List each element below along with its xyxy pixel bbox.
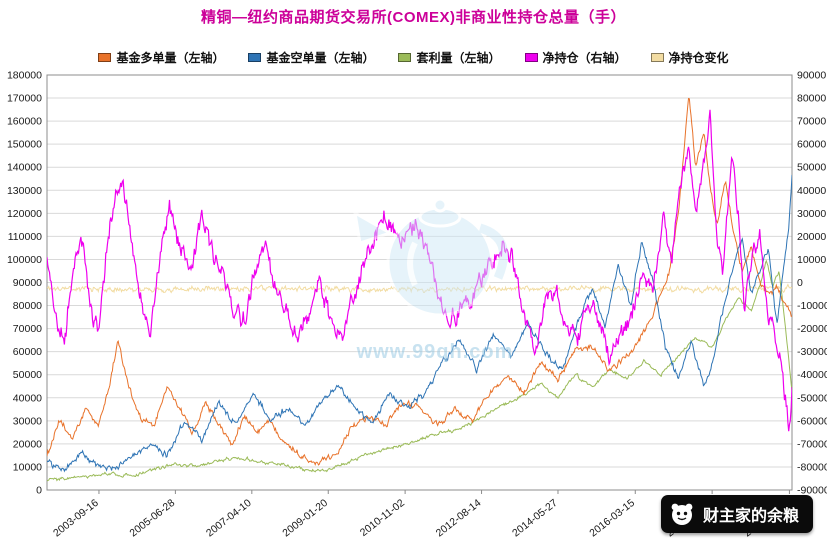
fund-short-line xyxy=(47,174,792,473)
site-badge-text: 财主家的余粮 xyxy=(702,508,799,525)
series-lines xyxy=(47,97,792,482)
legend-item-spread: 套利量（左轴） xyxy=(398,49,501,66)
net-position-line xyxy=(47,109,792,432)
y-axis-left-label: 180000 xyxy=(7,70,42,82)
y-axis-left-label: 170000 xyxy=(7,93,42,105)
y-axis-right-label: 60000 xyxy=(797,139,826,151)
y-axis-right-label: -70000 xyxy=(797,438,827,450)
net-change-swatch xyxy=(650,53,664,62)
chart-title: 精铜—纽约商品期货交易所(COMEX)非商业性持仓总量（手） xyxy=(201,9,626,26)
site-badge: 财主家的余粮 xyxy=(660,495,813,533)
legend-label: 套利量（左轴） xyxy=(416,51,501,65)
spread-line xyxy=(47,259,792,482)
y-axis-right-label: 30000 xyxy=(797,208,826,220)
y-axis-left-label: 10000 xyxy=(13,461,42,473)
x-axis-label: 2010-11-02 xyxy=(358,497,407,539)
y-axis-left-label: 40000 xyxy=(13,392,42,404)
y-axis-left-label: 60000 xyxy=(13,346,42,358)
y-axis-right-label: -10000 xyxy=(797,300,827,312)
x-axis-label: 2012-08-14 xyxy=(434,497,484,540)
y-axis-left-label: 160000 xyxy=(7,116,42,128)
y-axis-right-label: 40000 xyxy=(797,185,826,197)
y-axis-left-label: 50000 xyxy=(13,369,42,381)
y-axis-right-label: 20000 xyxy=(797,231,826,243)
legend-label: 基金空单量（左轴） xyxy=(266,51,375,65)
legend-label: 净持仓（右轴） xyxy=(542,51,627,65)
x-axis-label: 2014-05-27 xyxy=(510,497,560,540)
y-axis-right-labels: -90000 -80000 -70000 -60000 -50000 -40000 -300… xyxy=(797,70,827,497)
y-axis-right-label: 50000 xyxy=(797,162,826,174)
y-axis-left-label: 90000 xyxy=(13,277,42,289)
y-axis-left-label: 0 xyxy=(36,485,42,497)
x-axis-label: 2016-03-15 xyxy=(587,497,637,540)
y-axis-left-label: 130000 xyxy=(7,185,42,197)
y-axis-right-label: 90000 xyxy=(797,70,826,82)
y-axis-left-label: 100000 xyxy=(7,254,42,266)
x-axis-label: 2007-04-10 xyxy=(204,497,254,540)
y-axis-right-label: -90000 xyxy=(797,485,827,497)
y-axis-right-label: -40000 xyxy=(797,369,827,381)
fund-short-swatch xyxy=(248,53,262,62)
y-axis-right-label: -20000 xyxy=(797,323,827,335)
x-axis-label: 2009-01-20 xyxy=(280,497,330,540)
net-change-line xyxy=(47,283,792,294)
y-axis-right-label: 0 xyxy=(797,277,803,289)
y-axis-right-label: -60000 xyxy=(797,415,827,427)
x-axis-label: 2005-06-28 xyxy=(128,497,178,540)
y-axis-left-labels: 0 10000 20000 30000 40000 50000 60000 70000 8000… xyxy=(7,70,42,497)
y-axis-left-label: 150000 xyxy=(7,139,42,151)
net-position-swatch xyxy=(524,53,538,62)
y-axis-left-label: 110000 xyxy=(8,231,42,243)
plot-border xyxy=(46,74,793,491)
y-axis-left-label: 140000 xyxy=(7,162,42,174)
y-axis-left-label: 120000 xyxy=(7,208,42,220)
y-axis-right-label: -30000 xyxy=(797,346,827,358)
y-axis-right-label: -50000 xyxy=(797,392,827,404)
y-axis-left-label: 80000 xyxy=(13,300,42,312)
legend-item-net-position: 净持仓（右轴） xyxy=(524,49,627,66)
y-axis-right-label: 80000 xyxy=(797,93,826,105)
legend-item-fund-short: 基金空单量（左轴） xyxy=(248,49,374,66)
y-axis-right-label: 10000 xyxy=(797,254,826,266)
panda-logo-icon xyxy=(671,503,693,525)
legend-item-fund-long: 基金多单量（左轴） xyxy=(98,49,224,66)
x-axis-label: 2003-09-16 xyxy=(51,497,101,540)
chart-legend: 基金多单量（左轴） 基金空单量（左轴） 套利量（左轴） 净持仓（右轴） 净持仓变化 xyxy=(0,49,827,66)
legend-label: 净持仓变化 xyxy=(668,51,729,65)
y-axis-right-label: -80000 xyxy=(797,461,827,473)
y-axis-left-label: 70000 xyxy=(13,323,42,335)
y-axis-left-label: 20000 xyxy=(13,438,42,450)
legend-label: 基金多单量（左轴） xyxy=(116,51,225,65)
gridlines xyxy=(47,74,792,491)
fund-long-swatch xyxy=(98,53,112,62)
spread-swatch xyxy=(398,53,412,62)
y-axis-left-label: 30000 xyxy=(13,415,42,427)
y-axis-right-label: 70000 xyxy=(797,116,826,128)
fund-long-line xyxy=(47,97,792,467)
legend-item-net-change: 净持仓变化 xyxy=(650,49,729,66)
